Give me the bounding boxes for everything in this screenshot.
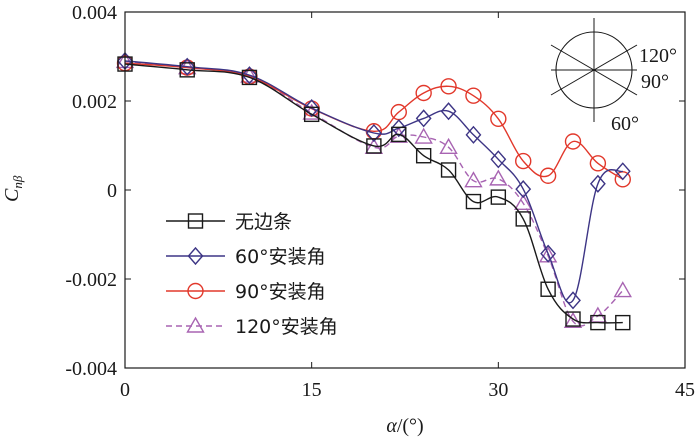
data-point: [564, 133, 582, 150]
data-point: [539, 167, 557, 184]
y-tick-label: 0.002: [72, 91, 117, 113]
data-point: [415, 84, 432, 102]
data-point: [440, 162, 457, 178]
y-tick-label: -0.002: [65, 269, 117, 291]
legend-label: 60°安装角: [235, 246, 326, 268]
data-point: [179, 62, 195, 78]
plot-frame: [124, 11, 686, 369]
x-tick-label: 30: [488, 379, 508, 401]
series-layer: [115, 51, 632, 331]
data-point: [241, 66, 258, 85]
tick-labels: 0 15 30 45 -0.004 -0.002 0 0.002 0.004: [65, 2, 695, 401]
legend-label: 120°安装角: [235, 316, 338, 338]
data-point: [490, 189, 507, 205]
data-point: [514, 193, 533, 211]
y-tick-label: 0: [107, 180, 117, 202]
data-point: [589, 155, 607, 172]
data-point: [565, 311, 581, 327]
data-point: [490, 110, 507, 128]
y-tick-label: 0.004: [72, 2, 117, 24]
inset-60-line: [550, 44, 638, 96]
series-line: [124, 60, 624, 327]
series-line: [124, 60, 624, 304]
inset-label-60: 60°: [611, 113, 639, 135]
legend-item: 无边条: [166, 211, 292, 233]
data-point: [590, 314, 606, 331]
series-1: [117, 51, 631, 310]
data-point: [179, 57, 196, 76]
data-point: [515, 211, 531, 227]
data-point: [440, 102, 457, 121]
data-point: [415, 148, 432, 164]
data-point: [489, 169, 508, 186]
data-point: [515, 152, 532, 170]
data-point: [366, 138, 382, 154]
legend-marker: [186, 316, 205, 333]
x-tick-label: 15: [302, 379, 322, 401]
data-point: [613, 281, 632, 298]
x-axis-label-main: α: [386, 415, 397, 437]
y-axis-label-main: C: [1, 188, 23, 202]
legend-marker: [187, 282, 204, 300]
x-tick-label: 0: [120, 379, 130, 401]
y-tick-label: -0.004: [65, 358, 117, 380]
data-point: [365, 123, 382, 143]
data-point: [391, 126, 407, 143]
data-point: [563, 311, 583, 328]
legend-item: 60°安装角: [166, 246, 326, 268]
data-point: [465, 193, 482, 210]
x-axis-label: α/(°): [386, 415, 423, 437]
x-tick-label: 45: [675, 379, 695, 401]
data-point: [565, 291, 581, 310]
y-axis-label: Cnβ: [1, 175, 25, 202]
x-axis-label-unit: /(°): [397, 415, 424, 437]
legend: 无边条 60°安装角 90°安装角 120°安装角: [166, 211, 338, 338]
data-point: [414, 127, 433, 144]
legend-marker: [187, 213, 204, 229]
data-point: [465, 87, 482, 104]
data-point: [490, 150, 507, 169]
data-point: [540, 244, 557, 263]
data-point: [439, 137, 458, 154]
inset-label-120: 120°: [639, 45, 677, 67]
data-point: [589, 174, 606, 193]
data-point: [465, 125, 482, 144]
series-0: [117, 56, 631, 331]
y-axis-label-sub: nβ: [10, 175, 25, 189]
legend-label: 无边条: [235, 211, 292, 233]
legend-item: 120°安装角: [166, 316, 338, 338]
inset-label-90: 90°: [641, 71, 669, 93]
data-point: [390, 119, 407, 138]
series-3: [115, 51, 632, 328]
series-line: [124, 62, 624, 180]
legend-marker: [187, 246, 204, 266]
data-point: [464, 171, 483, 188]
data-point: [303, 106, 320, 123]
data-point: [241, 69, 258, 86]
legend-label: 90°安装角: [235, 281, 326, 303]
legend-item: 90°安装角: [166, 281, 326, 303]
data-point: [515, 180, 532, 199]
data-point: [614, 162, 631, 181]
data-point: [303, 99, 320, 118]
data-point: [440, 78, 457, 95]
data-point: [415, 109, 432, 128]
series-line: [124, 63, 623, 324]
installation-angle-diagram: 120° 90° 60°: [550, 18, 677, 135]
data-point: [540, 281, 556, 297]
data-point: [615, 314, 631, 331]
